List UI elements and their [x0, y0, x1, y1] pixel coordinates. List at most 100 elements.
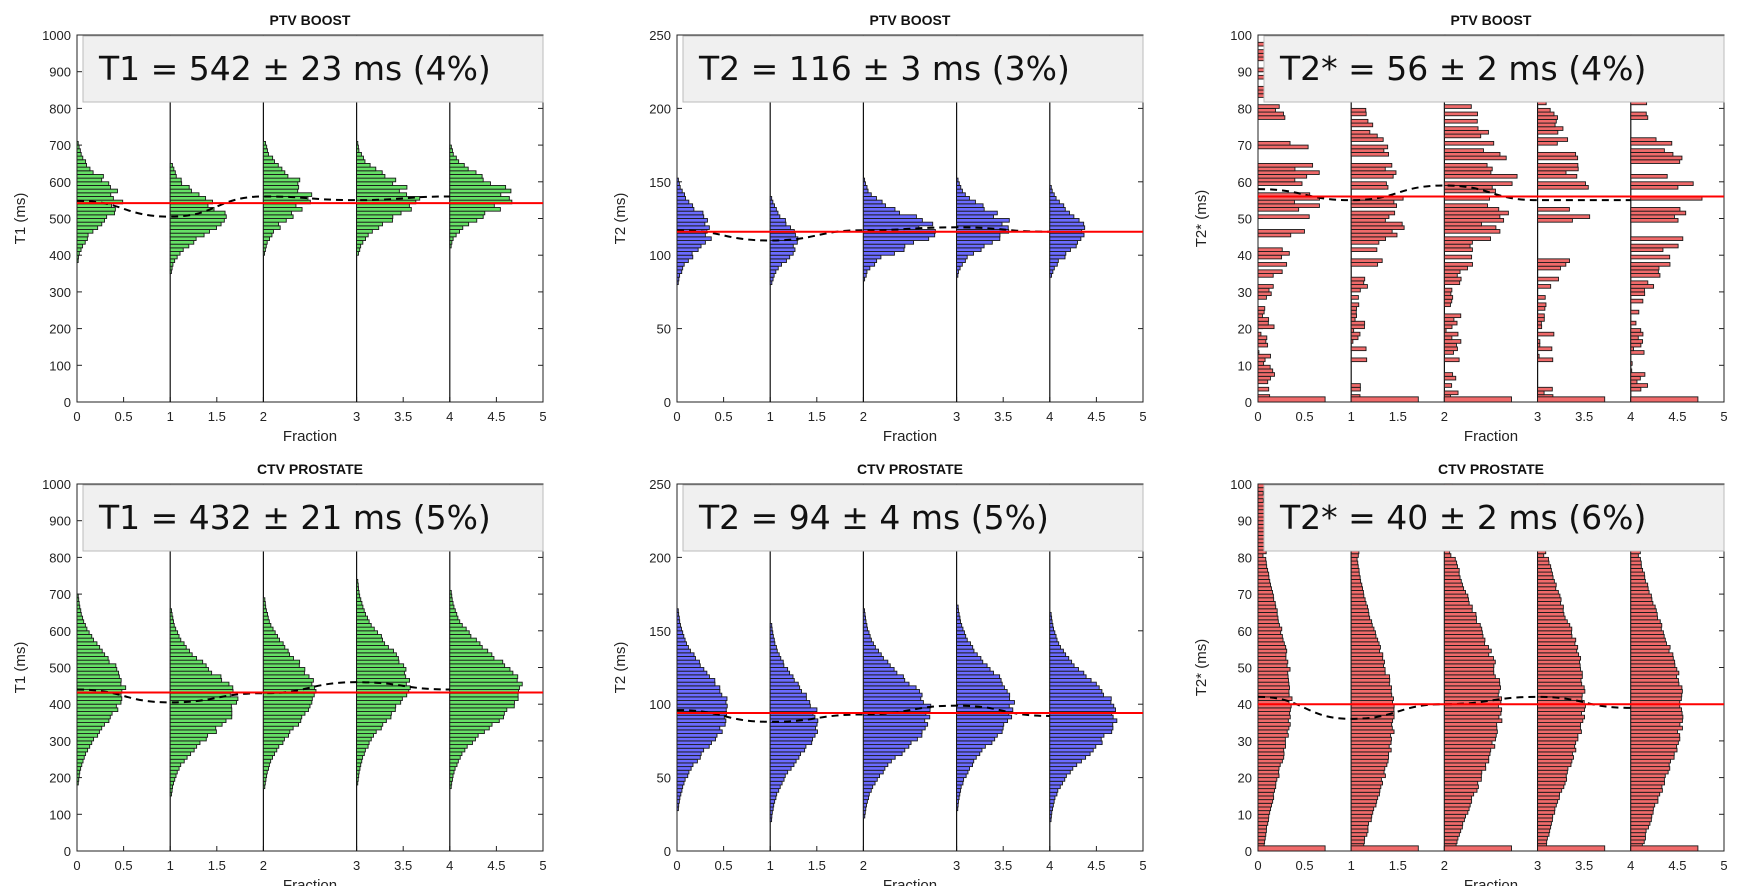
- histogram-bar: [1443, 291, 1452, 297]
- histogram-bar: [76, 630, 90, 635]
- histogram-bar: [449, 744, 468, 749]
- histogram-bar: [1049, 623, 1054, 628]
- histogram-bar: [862, 736, 918, 742]
- histogram-bar: [1537, 733, 1579, 738]
- histogram-bar: [1443, 634, 1484, 639]
- histogram-bar: [769, 634, 774, 639]
- histogram-bar: [1049, 615, 1053, 621]
- y-tick-label: 500: [49, 212, 71, 227]
- histogram-bar: [169, 659, 204, 665]
- histogram-bar: [1537, 648, 1578, 654]
- histogram-bar: [676, 674, 710, 679]
- histogram-bar: [1630, 159, 1681, 164]
- histogram-bar: [1049, 780, 1063, 786]
- histogram-bar: [1443, 615, 1477, 621]
- histogram-bar: [1350, 788, 1381, 793]
- histogram-bar: [356, 615, 368, 621]
- histogram-bar: [1630, 615, 1658, 621]
- histogram-bar: [956, 755, 977, 760]
- histogram-bar: [1537, 656, 1582, 661]
- histogram-bar: [1257, 107, 1276, 113]
- x-tick-label: 3: [953, 409, 960, 424]
- histogram-bar: [1257, 755, 1285, 760]
- histogram-bar: [676, 736, 716, 742]
- histogram-bar: [1443, 556, 1456, 562]
- histogram-bar: [262, 174, 289, 179]
- histogram-bar: [169, 214, 227, 219]
- histogram-bar: [956, 744, 986, 749]
- chart-panel-4: CTV PROSTATE0100200300400500600700800900…: [12, 461, 547, 886]
- histogram-bar: [862, 221, 934, 227]
- histogram-bar: [1630, 740, 1679, 746]
- histogram-bar: [1350, 795, 1379, 801]
- histogram-bar: [1443, 342, 1457, 348]
- histogram-bar: [449, 766, 456, 771]
- histogram-bar: [1537, 111, 1555, 117]
- histogram-bar: [1630, 733, 1681, 738]
- histogram-bar: [1049, 685, 1100, 690]
- histogram-bar: [1350, 383, 1361, 388]
- histogram-bar: [1630, 821, 1651, 826]
- histogram-bar: [1049, 659, 1073, 665]
- y-tick-label: 700: [49, 138, 71, 153]
- histogram-bar: [1257, 177, 1296, 183]
- histogram-bar: [1537, 118, 1557, 124]
- histogram-bar: [449, 652, 493, 657]
- histogram-bar: [769, 780, 783, 786]
- histogram-bar: [1630, 670, 1680, 676]
- histogram-bar: [1630, 777, 1665, 782]
- histogram-bar: [1537, 777, 1568, 782]
- histogram-bar: [1257, 736, 1286, 742]
- histogram-bar: [262, 626, 274, 632]
- x-axis-label: Fraction: [1464, 428, 1518, 445]
- histogram-bar: [262, 696, 313, 701]
- histogram-bar: [1257, 769, 1280, 775]
- histogram-bar: [262, 762, 270, 768]
- histogram-bar: [1257, 714, 1291, 720]
- x-tick-label: 3: [353, 409, 360, 424]
- histogram-bar: [1257, 777, 1278, 782]
- histogram-bar: [169, 225, 217, 230]
- histogram-bar: [1350, 218, 1386, 223]
- histogram-bar: [356, 140, 359, 146]
- histogram-bar: [862, 608, 866, 613]
- histogram-bar: [1443, 619, 1477, 624]
- histogram-bar: [862, 648, 879, 654]
- histogram-bar: [769, 802, 775, 808]
- histogram-bar: [1630, 729, 1678, 735]
- histogram-bar: [1257, 364, 1271, 370]
- histogram-bar: [676, 630, 684, 635]
- histogram-bar: [262, 634, 278, 639]
- histogram-bar: [1443, 835, 1459, 841]
- histogram-bar: [76, 174, 104, 179]
- histogram-bar: [1350, 839, 1365, 845]
- histogram-bar: [1257, 845, 1326, 852]
- histogram-bar: [1630, 810, 1654, 815]
- histogram-bar: [449, 703, 515, 709]
- histogram-bar: [262, 703, 311, 709]
- histogram-bar: [956, 758, 975, 764]
- histogram-bar: [76, 258, 79, 263]
- histogram-bar: [356, 740, 370, 746]
- y-tick-label: 0: [64, 844, 71, 859]
- histogram-bar: [1537, 810, 1556, 815]
- histogram-bar: [862, 769, 884, 775]
- histogram-bar: [1257, 663, 1288, 668]
- chart-title: PTV BOOST: [1451, 12, 1532, 28]
- histogram-bar: [862, 236, 930, 241]
- histogram-bar: [1443, 207, 1500, 212]
- histogram-bar: [1630, 832, 1646, 837]
- y-tick-label: 100: [1230, 477, 1252, 492]
- y-axis-label: T2 (ms): [612, 642, 629, 694]
- histogram-bar: [956, 262, 963, 267]
- x-tick-label: 0: [73, 409, 80, 424]
- histogram-bar: [449, 151, 454, 157]
- x-tick-label: 5: [1139, 409, 1146, 424]
- histogram-bar: [1630, 711, 1683, 716]
- histogram-bar: [1443, 240, 1473, 245]
- histogram-bar: [676, 203, 694, 208]
- x-tick-label: 3.5: [394, 409, 412, 424]
- histogram-bar: [1257, 207, 1300, 212]
- histogram-bar: [862, 273, 867, 278]
- histogram-bar: [262, 140, 266, 146]
